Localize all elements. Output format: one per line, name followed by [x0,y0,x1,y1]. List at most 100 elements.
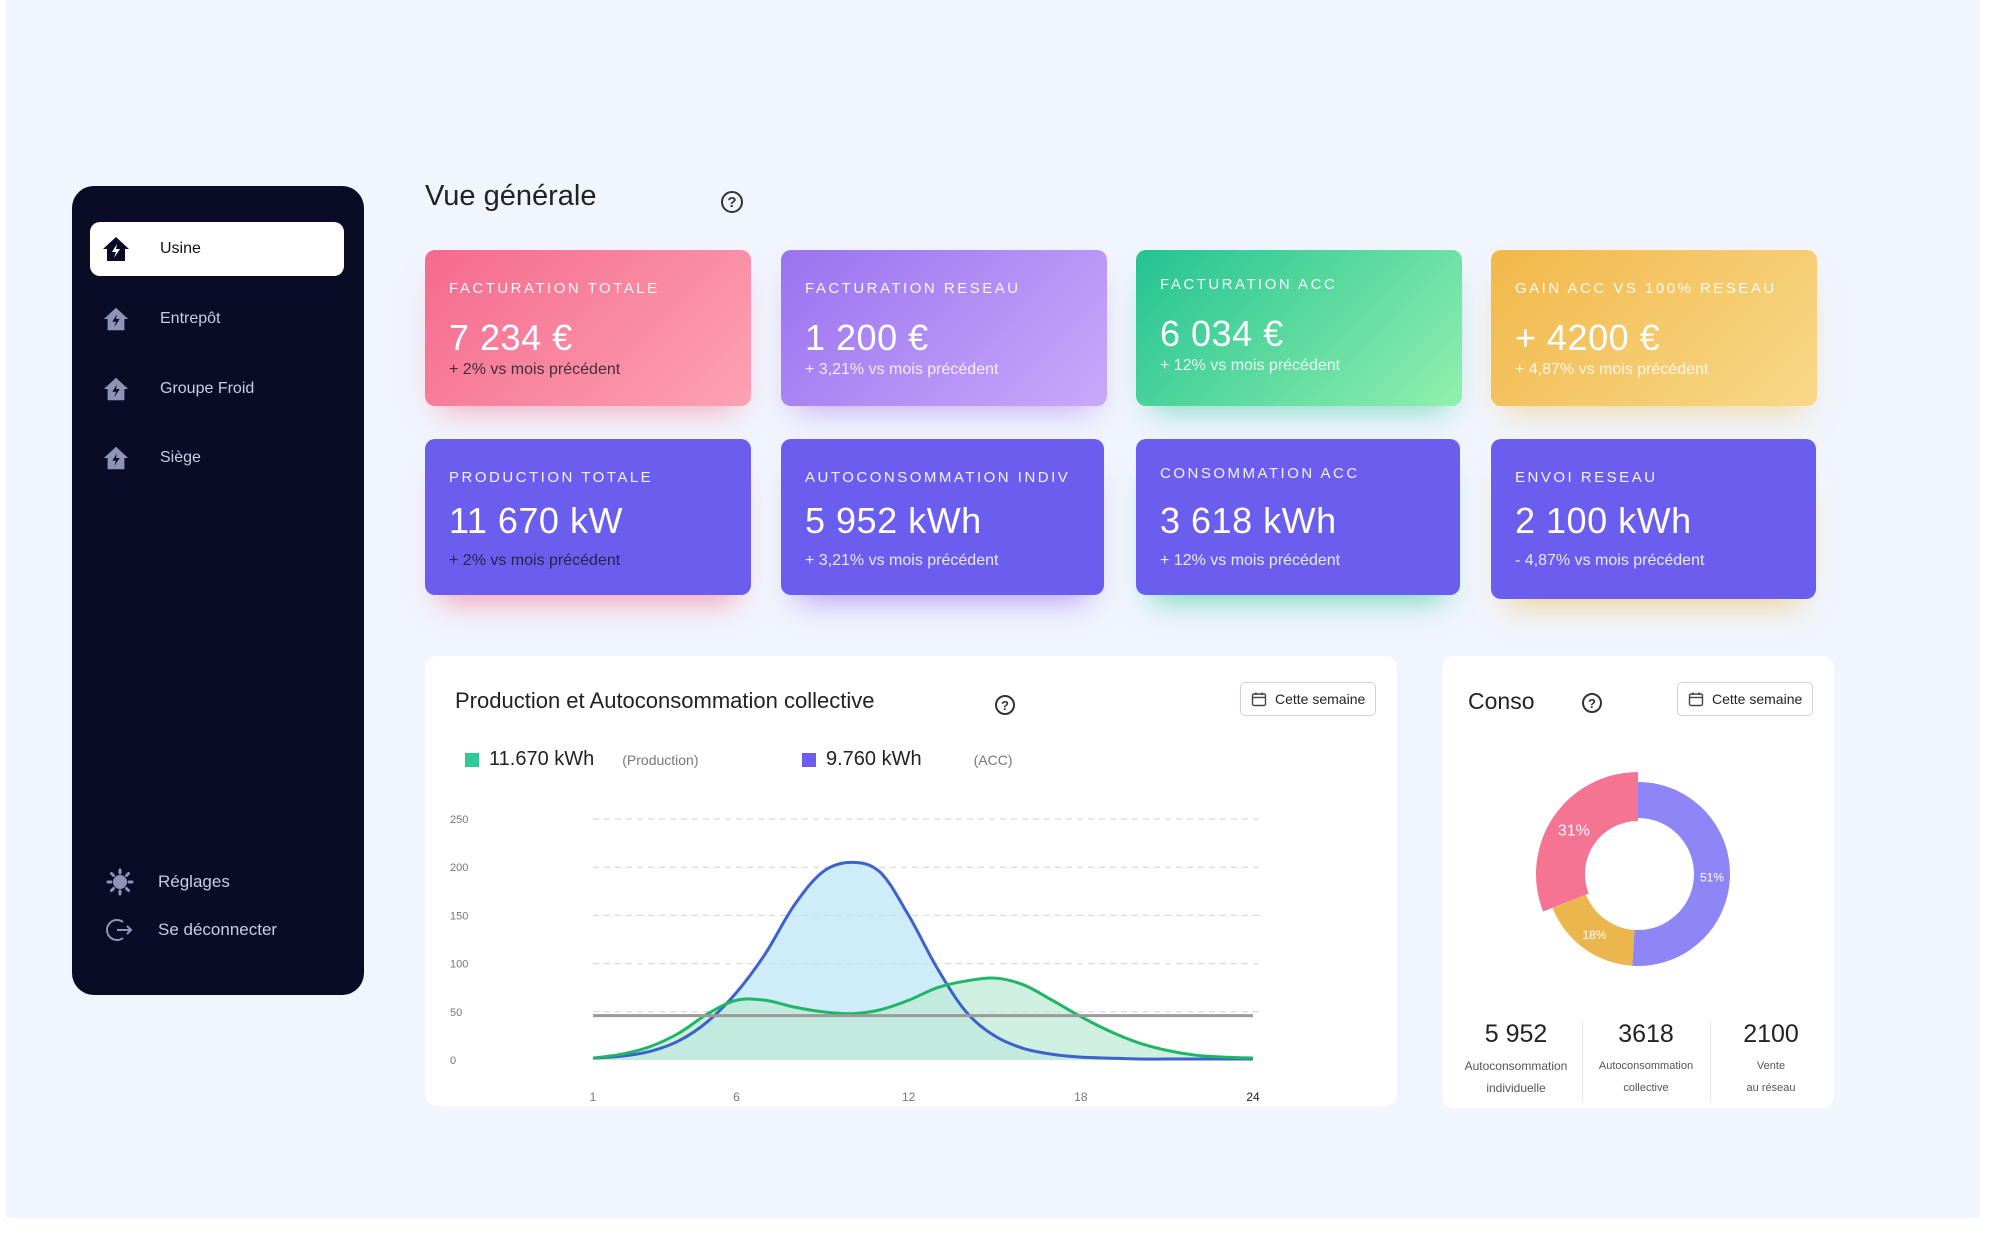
help-icon[interactable]: ? [1582,693,1602,713]
kpi-label: PRODUCTION TOTALE [449,469,654,486]
calendar-icon [1251,692,1267,707]
help-icon[interactable]: ? [995,695,1015,715]
y-tick-label: 100 [450,959,468,971]
sidebar-item-siege[interactable]: Siège [90,431,362,485]
legend-value: 9.760 kWh [826,748,922,770]
stat-caption-line: au réseau [1746,1082,1796,1094]
kpi-value: 1 200 € [805,317,929,358]
stat-autoconsommation-individuelle: 5 952 Autoconsommation individuelle [1452,1020,1580,1099]
stat-caption: Autoconsommation individuelle [1452,1055,1580,1099]
kpi-card-facturation-reseau: FACTURATION RESEAU 1 200 € + 3,21% vs mo… [781,250,1107,406]
kpi-value: 3 618 kWh [1160,500,1337,541]
kpi-value: 7 234 € [449,317,573,358]
series-line-0 [592,860,1253,1061]
kpi-delta: + 2% vs mois précédent [449,361,621,378]
kpi-card-consommation-acc: CONSOMMATION ACC 3 618 kWh + 12% vs mois… [1136,439,1460,595]
production-panel-title: Production et Autoconsommation collectiv… [455,688,875,713]
donut-slice [1536,772,1638,912]
x-tick-label: 18 [1074,1090,1088,1104]
logout-label: Se déconnecter [158,920,278,939]
sidebar-item-entrepot[interactable]: Entrepôt [90,292,362,346]
gear-icon [104,866,136,898]
stat-autoconsommation-collective: 3618 Autoconsommation collective [1584,1020,1708,1099]
calendar-icon [1688,692,1704,707]
kpi-value: 2 100 kWh [1515,500,1692,541]
period-button-label: Cette semaine [1712,691,1803,707]
conso-panel: Conso ? Cette semaine 51% 18% 31% 5 952 Au… [1442,656,1834,1108]
kpi-card-gain-acc: GAIN ACC VS 100% RESEAU + 4200 € + 4,87%… [1491,250,1817,406]
series-area-1 [593,977,1253,1060]
logout-link[interactable]: Se déconnecter [104,914,277,946]
page-title: Vue générale [425,180,597,212]
kpi-card-envoi-reseau: ENVOI RESEAU 2 100 kWh - 4,87% vs mois p… [1491,439,1816,599]
y-tick-label: 50 [450,1007,462,1019]
kpi-value: 6 034 € [1160,313,1284,354]
legend-swatch [802,752,816,767]
kpi-label: CONSOMMATION ACC [1160,465,1360,482]
kpi-delta: + 12% vs mois précédent [1160,552,1341,569]
sidebar-item-label: Groupe Froid [160,380,255,397]
house-bolt-icon [100,442,132,474]
y-tick-label: 150 [450,910,468,922]
x-tick-label: 1 [590,1090,597,1104]
kpi-label: FACTURATION TOTALE [449,280,660,297]
conso-donut-chart: 51% 18% 31% [1536,772,1731,966]
kpi-card-facturation-acc: FACTURATION ACC 6 034 € + 12% vs mois pr… [1136,250,1462,406]
stat-value: 5 952 [1484,1020,1548,1048]
kpi-delta: - 4,87% vs mois précédent [1515,552,1705,569]
production-panel: Production et Autoconsommation collectiv… [425,656,1397,1106]
legend-caption: (Production) [622,751,699,768]
x-tick-label: 12 [902,1090,916,1104]
help-icon[interactable]: ? [721,191,743,213]
production-area-chart: 0 50 100 150 200 250 1 6 12 18 24 [450,814,1260,1104]
period-button[interactable]: Cette semaine [1677,682,1814,716]
donut-slice-label: 31% [1558,822,1590,839]
kpi-delta: + 3,21% vs mois précédent [805,361,999,378]
y-tick-label: 200 [450,862,468,874]
sidebar-item-label: Siège [160,449,201,466]
stat-value: 3618 [1618,1020,1674,1048]
stat-divider [1582,1022,1583,1102]
kpi-label: GAIN ACC VS 100% RESEAU [1515,280,1777,297]
y-tick-label: 0 [450,1055,456,1067]
period-button-label: Cette semaine [1275,691,1366,707]
x-tick-label: 24 [1246,1090,1260,1104]
stat-value: 2100 [1743,1020,1799,1048]
kpi-card-facturation-totale: FACTURATION TOTALE 7 234 € + 2% vs mois … [425,250,751,406]
donut-slice-label: 51% [1700,870,1724,884]
kpi-label: FACTURATION ACC [1160,276,1338,293]
settings-label: Réglages [158,872,230,891]
kpi-value: 5 952 kWh [805,500,982,541]
legend-value: 11.670 kWh [489,748,595,770]
house-bolt-icon [100,303,132,335]
logout-icon [104,914,136,946]
conso-panel-title: Conso [1468,688,1535,714]
stat-caption-line: individuelle [1486,1081,1546,1095]
kpi-value: 11 670 kW [449,500,623,541]
stat-divider [1710,1022,1711,1102]
kpi-delta: + 4,87% vs mois précédent [1515,361,1709,378]
kpi-value: + 4200 € [1515,317,1661,358]
kpi-label: ENVOI RESEAU [1515,469,1658,486]
kpi-delta: + 2% vs mois précédent [449,552,621,569]
sidebar-item-usine[interactable]: Usine [90,222,344,276]
kpi-label: FACTURATION RESEAU [805,280,1021,297]
sidebar: Usine Entrepôt Groupe Froid Siège [72,186,364,995]
sidebar-item-groupe-froid[interactable]: Groupe Froid [90,362,362,416]
kpi-label: AUTOCONSOMMATION INDIV [805,469,1071,486]
period-button[interactable]: Cette semaine [1240,682,1377,716]
house-bolt-icon [100,233,132,265]
legend-acc: 9.760 kWh (ACC) [802,748,1013,771]
y-tick-label: 250 [450,814,468,826]
stat-vente-reseau: 2100 Vente au réseau [1712,1020,1830,1099]
kpi-delta: + 3,21% vs mois précédent [805,552,999,569]
stat-caption: Vente au réseau [1712,1055,1830,1099]
settings-link[interactable]: Réglages [104,866,230,898]
sidebar-item-label: Entrepôt [160,310,221,327]
stat-caption: Autoconsommation collective [1584,1055,1708,1099]
house-bolt-icon [100,373,132,405]
stat-caption-line: Autoconsommation [1464,1059,1568,1073]
donut-slice [1632,782,1731,966]
kpi-card-production-totale: PRODUCTION TOTALE 11 670 kW + 2% vs mois… [425,439,751,595]
stat-caption-line: Vente [1756,1060,1786,1072]
